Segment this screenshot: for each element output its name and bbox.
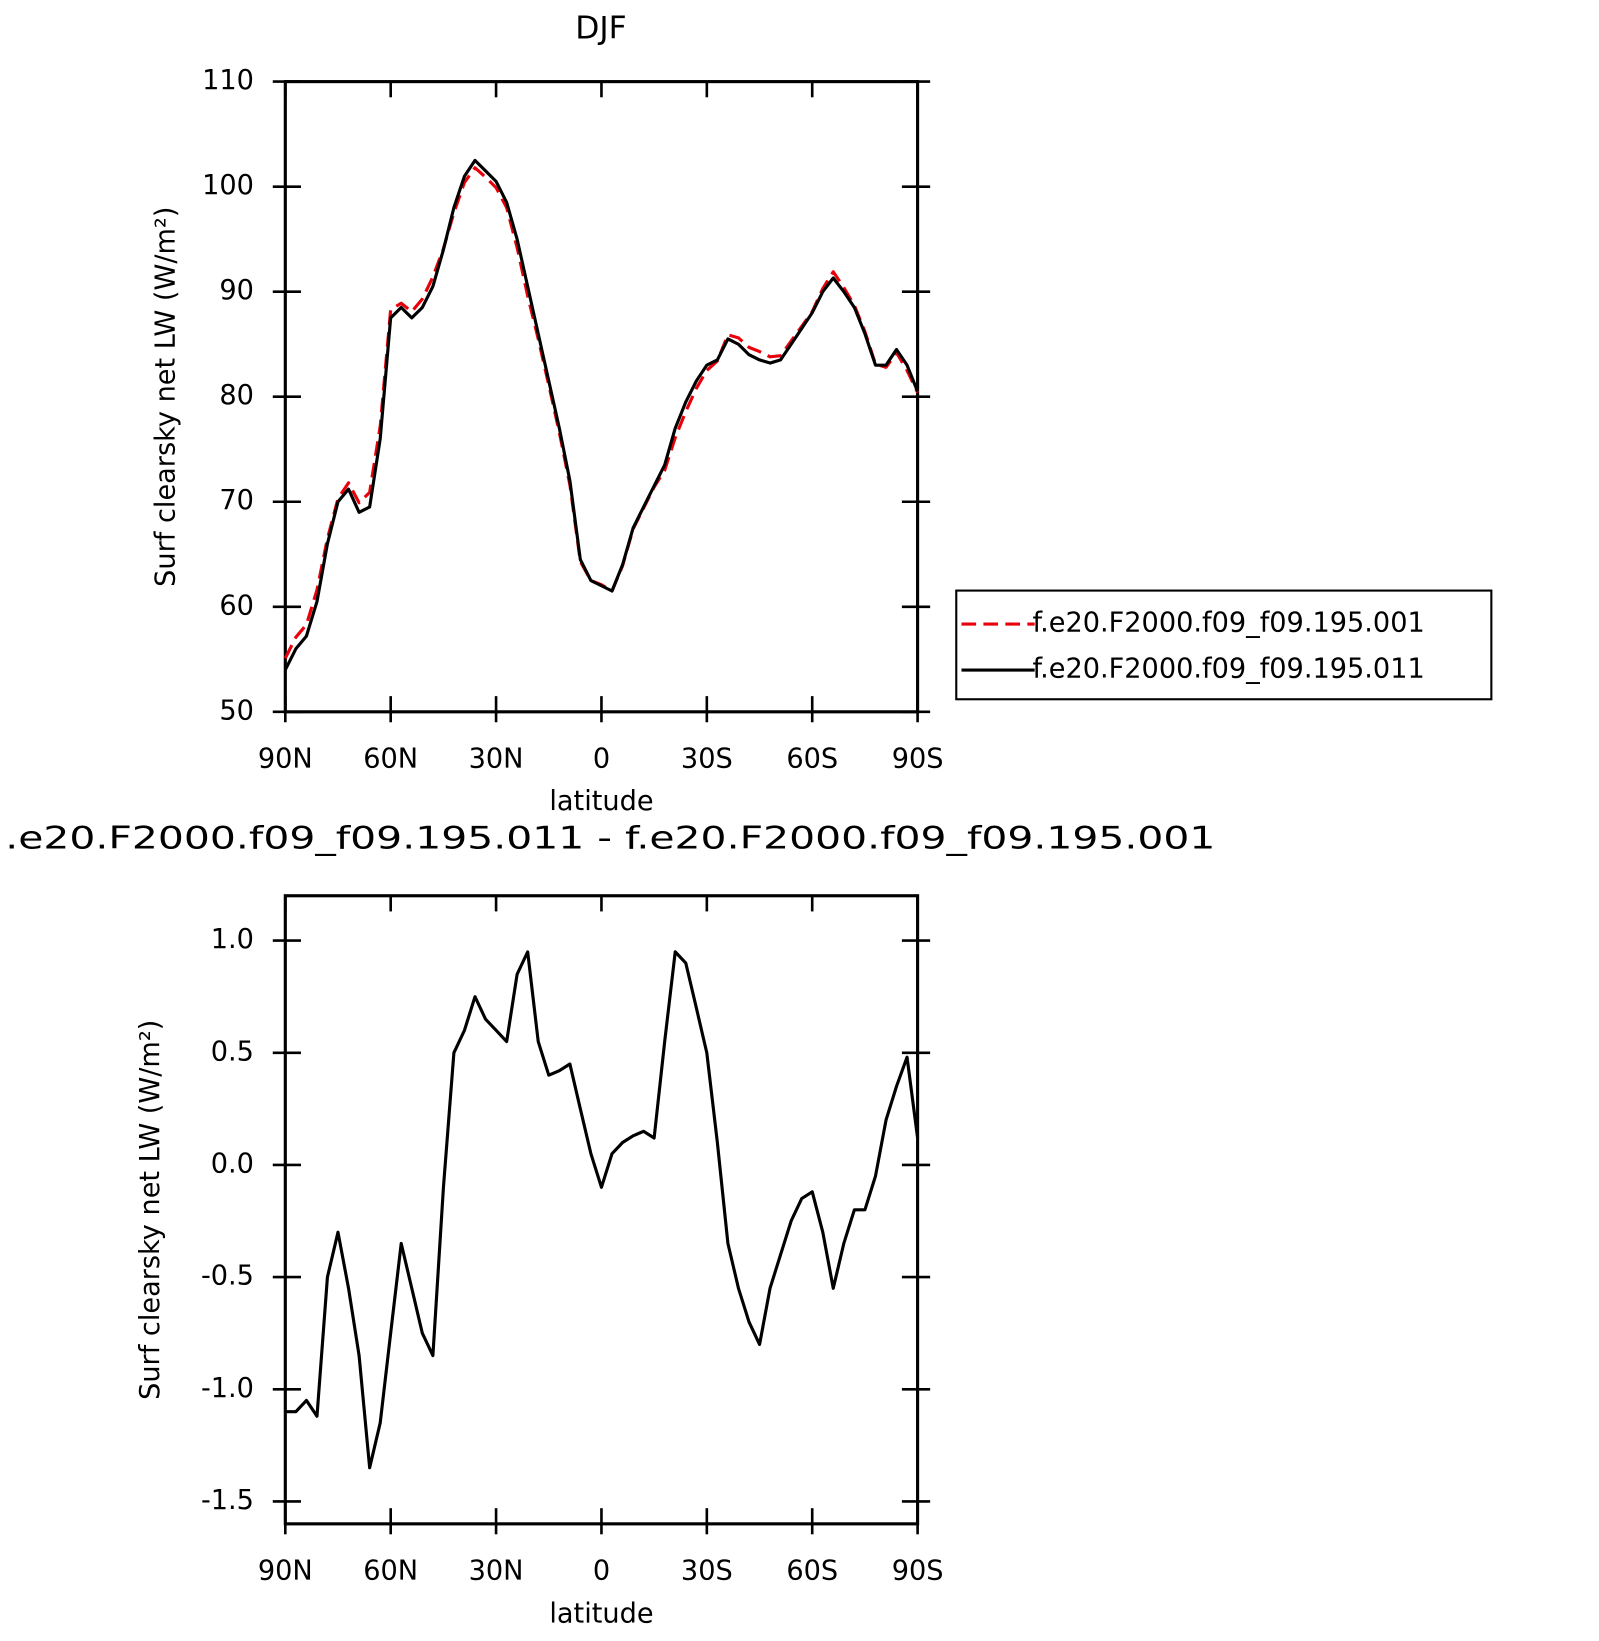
x-tick-label: 60S: [786, 1555, 838, 1586]
y-tick-label: 60: [219, 590, 254, 621]
y-axis-label: Surf clearsky net LW (W/m²): [135, 1020, 166, 1400]
x-tick-label: 90S: [892, 1555, 944, 1586]
x-tick-label: 60S: [786, 743, 838, 774]
x-axis-label: latitude: [549, 1598, 653, 1629]
x-tick-label: 90N: [258, 1555, 313, 1586]
y-tick-label: 90: [219, 275, 254, 306]
x-tick-label: 30S: [681, 1555, 733, 1586]
x-tick-label: 30N: [469, 743, 524, 774]
legend-label: f.e20.F2000.f09_f09.195.011: [1033, 654, 1425, 685]
legend-label: f.e20.F2000.f09_f09.195.001: [1033, 608, 1425, 639]
x-axis-label: latitude: [549, 786, 653, 817]
data-line: [283, 158, 920, 671]
y-tick-label: 0.5: [211, 1036, 254, 1067]
y-tick-label: 80: [219, 380, 254, 411]
y-tick-label: -1.0: [201, 1373, 254, 1404]
x-tick-label: 60N: [363, 743, 418, 774]
x-tick-label: 0: [593, 1555, 610, 1586]
chart-title: DJF: [575, 10, 626, 46]
y-tick-label: 100: [202, 170, 254, 201]
chart-title: .e20.F2000.f09_f09.195.011 - f.e20.F2000…: [5, 820, 1215, 856]
x-tick-label: 30S: [681, 743, 733, 774]
legend-box: [955, 589, 1493, 701]
y-tick-label: 1.0: [211, 924, 254, 955]
x-tick-label: 90N: [258, 743, 313, 774]
y-tick-label: 70: [219, 485, 254, 516]
y-axis-label: Surf clearsky net LW (W/m²): [151, 207, 182, 587]
data-line: [285, 950, 920, 1470]
y-tick-label: 50: [219, 695, 254, 726]
y-tick-label: -1.5: [201, 1485, 254, 1516]
y-tick-label: 0.0: [211, 1148, 254, 1179]
y-tick-label: -0.5: [201, 1261, 254, 1292]
x-tick-label: 0: [593, 743, 610, 774]
x-tick-label: 60N: [363, 1555, 418, 1586]
x-tick-label: 30N: [469, 1555, 524, 1586]
plot-frame: [283, 80, 920, 714]
y-tick-label: 110: [202, 65, 254, 96]
x-tick-label: 90S: [892, 743, 944, 774]
